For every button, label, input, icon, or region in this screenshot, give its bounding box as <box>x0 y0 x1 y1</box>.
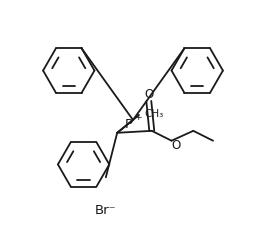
Text: Br⁻: Br⁻ <box>94 204 116 217</box>
Text: O: O <box>144 88 153 101</box>
Text: O: O <box>172 139 181 152</box>
Text: P: P <box>125 118 133 131</box>
Text: +: + <box>134 113 142 123</box>
Text: CH₃: CH₃ <box>145 109 164 119</box>
